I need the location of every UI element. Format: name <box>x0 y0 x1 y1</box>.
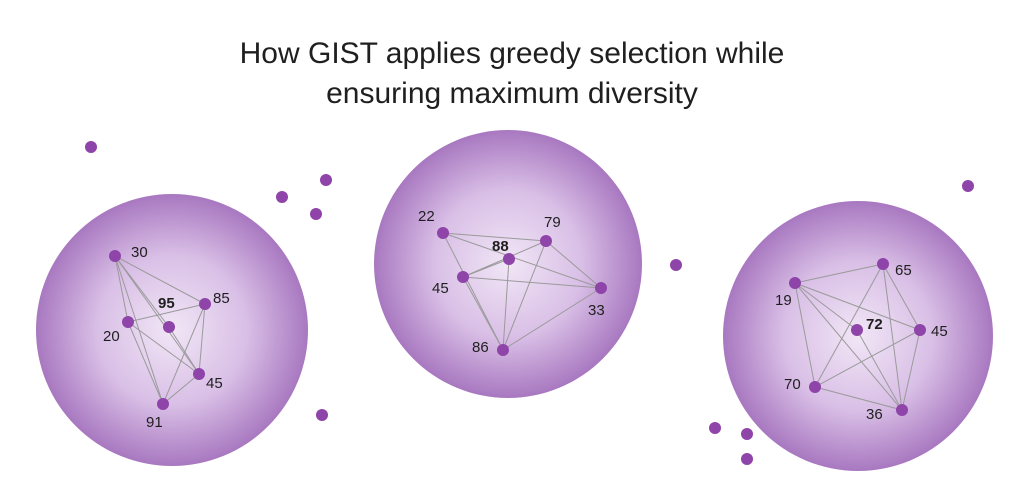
node <box>896 404 908 416</box>
node <box>914 324 926 336</box>
edge <box>814 263 884 388</box>
node <box>199 298 211 310</box>
stray-point <box>276 191 288 203</box>
node-label: 65 <box>895 262 912 279</box>
node <box>877 258 889 270</box>
node <box>157 398 169 410</box>
stray-point <box>316 409 328 421</box>
edge <box>794 282 921 331</box>
node <box>109 250 121 262</box>
node <box>595 282 607 294</box>
node <box>789 277 801 289</box>
stray-point <box>670 259 682 271</box>
node <box>497 344 509 356</box>
node-label: 19 <box>775 292 792 309</box>
edge <box>198 303 206 375</box>
cluster-middle-labels: 22 88 79 45 33 86 <box>418 208 605 356</box>
node-label: 45 <box>931 323 948 340</box>
node <box>540 235 552 247</box>
edge <box>162 303 206 405</box>
node-selected <box>851 324 863 336</box>
edge <box>882 263 903 411</box>
title-line-2: ensuring maximum diversity <box>326 77 698 110</box>
stray-point <box>320 174 332 186</box>
edge <box>502 287 602 351</box>
node-selected <box>163 321 175 333</box>
node <box>193 368 205 380</box>
diagram-title: How GIST applies greedy selection while … <box>0 34 1024 114</box>
edge <box>127 321 164 405</box>
cluster-sphere-right <box>723 201 993 471</box>
edge <box>901 329 921 411</box>
node <box>122 316 134 328</box>
cluster-middle-edges <box>442 232 602 351</box>
edge <box>127 321 200 375</box>
edge <box>545 240 602 289</box>
cluster-right-labels: 65 19 72 45 70 36 <box>775 262 948 423</box>
edge <box>114 255 170 328</box>
node-label: 22 <box>418 208 435 225</box>
cluster-right-edges <box>794 263 921 411</box>
node-label: 79 <box>544 214 561 231</box>
node-label: 45 <box>432 280 449 297</box>
edge <box>502 240 547 351</box>
edge <box>794 282 858 331</box>
edge <box>794 263 884 284</box>
edge <box>814 329 921 388</box>
stray-point <box>741 453 753 465</box>
node <box>437 227 449 239</box>
node-label: 30 <box>131 244 148 261</box>
node-label: 85 <box>213 290 230 307</box>
cluster-left-edges <box>114 255 206 405</box>
edge <box>442 232 602 289</box>
cluster-left-nodes <box>109 250 211 410</box>
edge <box>462 276 602 289</box>
node-selected <box>503 253 515 265</box>
edge <box>462 276 504 351</box>
node-label: 86 <box>472 339 489 356</box>
node-label-selected: 88 <box>492 238 509 255</box>
edge <box>794 282 816 388</box>
node-label-selected: 72 <box>866 316 883 333</box>
edge <box>442 232 504 351</box>
stray-point <box>709 422 721 434</box>
node-label-selected: 95 <box>158 295 175 312</box>
cluster-left-labels: 30 95 85 20 45 91 <box>103 244 230 431</box>
title-line-1: How GIST applies greedy selection while <box>239 37 785 70</box>
node-label: 45 <box>206 375 223 392</box>
edge <box>794 282 903 411</box>
edge <box>162 373 200 405</box>
cluster-right-nodes <box>789 258 926 416</box>
stray-point <box>310 208 322 220</box>
edge <box>814 386 903 411</box>
node-label: 20 <box>103 328 120 345</box>
node-label: 33 <box>588 302 605 319</box>
edge <box>114 255 206 305</box>
edge <box>856 329 903 411</box>
stray-point <box>962 180 974 192</box>
edge <box>502 258 510 351</box>
edge <box>114 255 129 323</box>
node-label: 91 <box>146 414 163 431</box>
edge <box>442 232 547 242</box>
node-label: 36 <box>866 406 883 423</box>
stray-points <box>85 141 974 465</box>
stray-point <box>85 141 97 153</box>
edge <box>462 258 510 278</box>
edge <box>882 263 921 331</box>
edge <box>168 326 200 375</box>
node <box>457 271 469 283</box>
cluster-middle-nodes <box>437 227 607 356</box>
node-label: 70 <box>784 376 801 393</box>
stray-point <box>741 428 753 440</box>
edge <box>127 303 206 323</box>
node <box>809 381 821 393</box>
